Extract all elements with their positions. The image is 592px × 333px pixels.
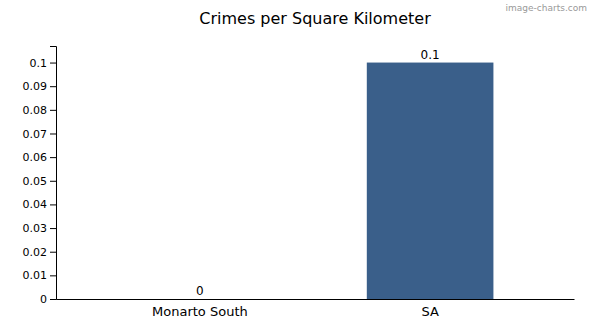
y-tick: 0.04 — [23, 198, 57, 211]
y-tick: 0.07 — [23, 128, 57, 141]
y-tick: 0 — [40, 293, 56, 306]
x-tick: Monarto South — [152, 304, 248, 319]
y-tick: 0.05 — [23, 175, 57, 188]
chart-svg: Crimes per Square Kilometer image-charts.… — [0, 0, 592, 333]
y-tick-mark — [50, 110, 56, 111]
y-tick-label: 0.05 — [23, 175, 48, 188]
y-tick-mark — [50, 181, 56, 182]
y-tick: 0.08 — [23, 104, 57, 117]
bars — [367, 63, 494, 299]
y-tick-mark — [50, 252, 56, 253]
x-tick-label: Monarto South — [152, 304, 248, 319]
x-tick: SA — [421, 304, 438, 319]
watermark: image-charts.com — [506, 3, 587, 13]
y-tick: 0.1 — [30, 57, 57, 70]
x-axis-line — [57, 299, 575, 300]
chart-title: Crimes per Square Kilometer — [199, 9, 431, 28]
y-tick-mark — [50, 299, 56, 300]
y-tick: 0.01 — [23, 269, 57, 282]
y-tick-mark — [50, 86, 56, 87]
y-tick: 0.03 — [23, 222, 57, 235]
bar — [367, 63, 494, 299]
y-tick-label: 0 — [40, 293, 47, 306]
y-tick-label: 0.07 — [23, 128, 48, 141]
y-axis: 0 0.01 0.02 0.03 0.04 0.05 0.06 0.07 0.08 0.09 0.1 — [23, 47, 57, 307]
chart-container: Crimes per Square Kilometer image-charts.… — [0, 0, 592, 333]
y-tick-mark — [50, 157, 56, 158]
y-tick-label: 0.02 — [23, 246, 48, 259]
y-tick-label: 0.08 — [23, 104, 48, 117]
data-label: 0.1 — [421, 48, 440, 62]
y-tick-mark — [50, 228, 56, 229]
data-label: 0 — [196, 284, 204, 298]
y-tick-label: 0.04 — [23, 198, 48, 211]
y-tick: 0.06 — [23, 151, 57, 164]
data-labels: 00.1 — [196, 48, 440, 298]
y-tick-label: 0.06 — [23, 151, 48, 164]
y-axis-line — [50, 47, 57, 300]
x-axis: Monarto South SA — [57, 300, 575, 320]
y-tick-mark — [50, 63, 56, 64]
x-tick-label: SA — [421, 304, 438, 319]
y-tick: 0.09 — [23, 80, 57, 93]
y-tick-mark — [50, 275, 56, 276]
y-tick-label: 0.09 — [23, 80, 48, 93]
y-tick-label: 0.1 — [30, 57, 48, 70]
plot-area: 0 0.01 0.02 0.03 0.04 0.05 0.06 0.07 0.08 0.09 0.1… — [23, 47, 575, 320]
y-tick-mark — [50, 204, 56, 205]
y-tick-label: 0.01 — [23, 269, 48, 282]
y-tick-mark — [50, 133, 56, 134]
y-tick: 0.02 — [23, 246, 57, 259]
bar — [137, 299, 264, 300]
y-tick-label: 0.03 — [23, 222, 48, 235]
